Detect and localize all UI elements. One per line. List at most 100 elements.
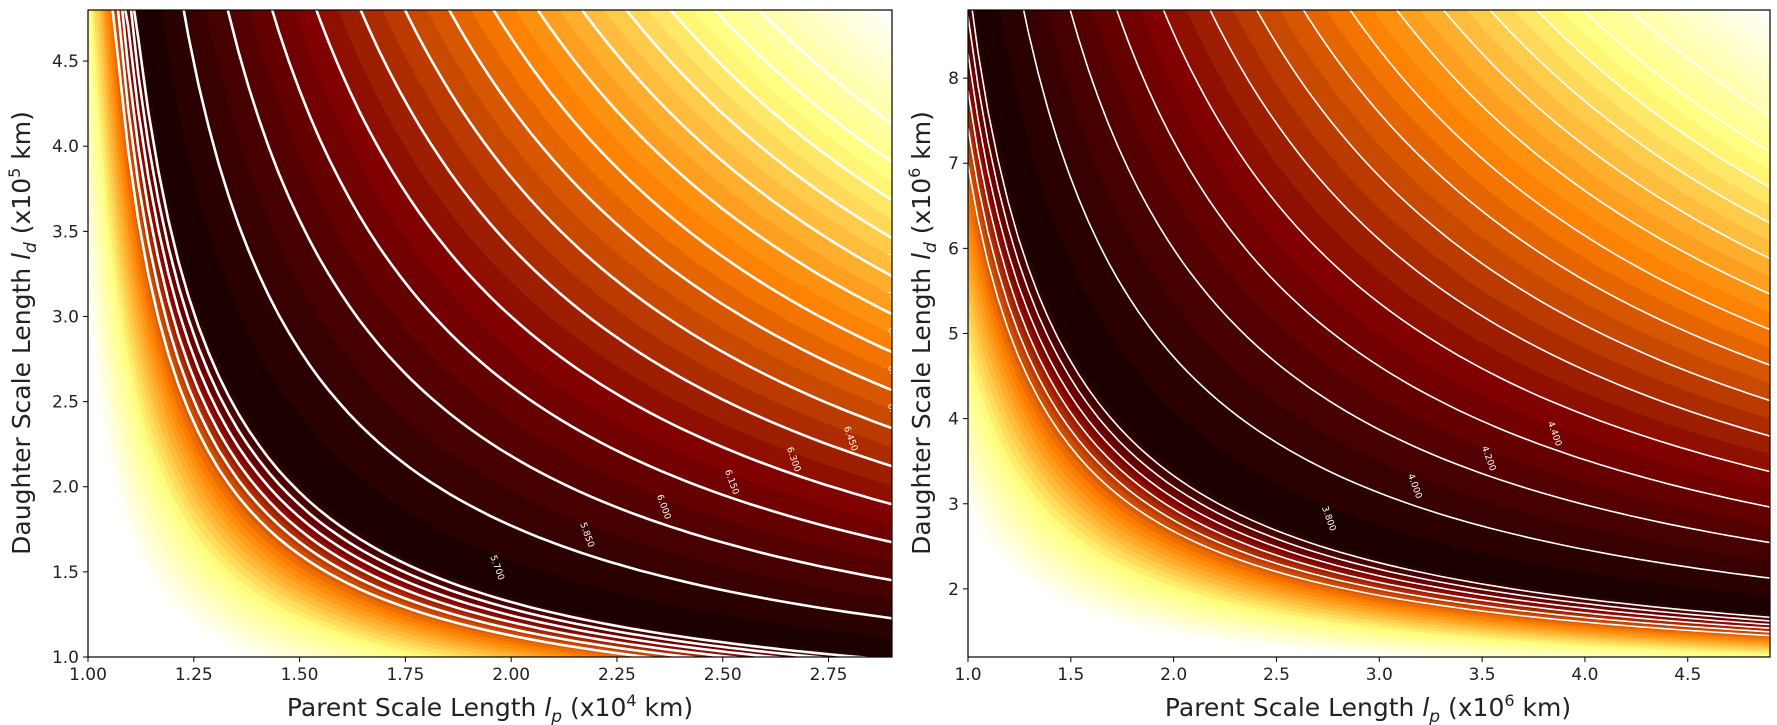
right-x-ticks: 1.0 1.5 2.0 2.5 3.0 3.5 4.0 4.5 [954,657,1701,685]
heatmap-band [692,10,892,182]
contour-line [1209,10,1770,437]
heatmap-band [603,10,892,258]
x-tick-label: 1.00 [69,665,107,685]
contour-line [403,10,892,430]
left-y-axis-label: Daughter Scale Length ld (x105 km) [5,111,41,555]
contour-line [226,10,892,582]
left-contour-panel: 5.7005.8506.0006.1506.3006.4506.6006.750… [5,9,893,725]
left-heatmap-fill [88,10,892,657]
y-tick-label: 7 [948,154,959,174]
x-tick-label: 2.75 [810,665,848,685]
heatmap-band [1676,10,1770,82]
heatmap-band [1559,10,1770,171]
contour-line [1395,10,1770,295]
heatmap-band [1652,10,1770,100]
y-tick-label: 1.5 [52,563,79,583]
contour-line [1535,10,1770,189]
heatmap-band [1512,10,1770,206]
contour-line [123,10,787,657]
contour-line [270,10,892,544]
y-tick-label: 4.5 [52,52,79,72]
y-tick-label: 1.0 [52,648,79,668]
contour-line [1115,10,1770,508]
x-tick-label: 1.5 [1057,665,1084,685]
y-tick-label: 5 [948,325,959,345]
heatmap-band [537,10,892,315]
heatmap-band [88,141,331,657]
contour-line [713,10,892,164]
left-contour-lines [111,10,892,657]
contour-line [315,10,892,506]
heatmap-band [968,555,1268,657]
contour-line [536,10,892,316]
heatmap-band [714,10,892,163]
contour-line [1069,10,1770,544]
left-y-ticks: 1.0 1.5 2.0 2.5 3.0 3.5 4.0 4.5 [52,52,88,668]
contour-line [359,10,892,468]
heatmap-band [493,10,892,353]
right-contour-lines [968,10,1770,637]
x-tick-label: 2.50 [704,665,742,685]
heatmap-band [1443,10,1770,259]
heatmap-band [736,10,892,144]
heatmap-band [1396,10,1770,295]
contour-line [129,10,830,657]
y-tick-label: 3.0 [52,307,79,327]
heatmap-band [1722,10,1770,46]
x-tick-label: 1.75 [386,665,424,685]
contour-line [968,127,1770,633]
heatmap-band [825,10,892,68]
heatmap-band [780,10,892,106]
right-x-axis-label: Parent Scale Length lp (x106 km) [1165,691,1571,725]
heatmap-band [648,10,892,220]
contour-line [111,10,658,657]
heatmap-band [1699,10,1770,64]
heatmap-band [1536,10,1770,188]
heatmap-band [581,10,892,277]
x-tick-label: 4.0 [1571,665,1598,685]
right-y-axis-label: Daughter Scale Length ld (x106 km) [905,111,941,555]
heatmap-band [515,10,892,334]
x-tick-label: 4.5 [1674,665,1701,685]
contour-line [968,90,1770,629]
contour-line [624,10,892,240]
x-tick-label: 1.25 [175,665,213,685]
left-x-ticks: 1.00 1.25 1.50 1.75 2.00 2.25 2.50 2.75 [69,657,847,685]
contour-line [1442,10,1770,260]
heatmap-band [670,10,892,201]
heatmap-band [869,10,892,30]
contour-line [1582,10,1770,153]
y-tick-label: 8 [948,69,959,89]
heatmap-band [1303,10,1770,366]
y-tick-label: 2.0 [52,478,79,498]
heatmap-band [1489,10,1770,224]
x-tick-label: 3.5 [1469,665,1496,685]
left-x-axis-label: Parent Scale Length lp (x104 km) [287,691,693,725]
heatmap-band [1326,10,1770,348]
contour-line [1488,10,1770,224]
contour-line [968,165,1770,637]
heatmap-band [1233,10,1770,419]
contour-line [1628,10,1770,118]
x-tick-label: 2.0 [1160,665,1187,685]
contour-line [971,10,1770,619]
heatmap-band [626,10,892,239]
contour-line [1022,10,1770,579]
heatmap-band [1373,10,1770,313]
heatmap-band [847,10,892,49]
contour-line [580,10,892,278]
heatmap-band [1746,10,1770,29]
heatmap-band [1349,10,1770,330]
heatmap-band [758,10,892,125]
y-tick-label: 4.0 [52,137,79,157]
x-tick-label: 2.25 [598,665,636,685]
heatmap-band [803,10,892,87]
contour-line [968,53,1770,626]
x-tick-label: 1.50 [281,665,319,685]
contour-line [120,10,744,657]
heatmap-band [88,96,352,657]
y-tick-label: 6 [948,239,959,259]
contour-line [1255,10,1770,402]
contour-line [668,10,892,202]
heatmap-band [559,10,892,296]
